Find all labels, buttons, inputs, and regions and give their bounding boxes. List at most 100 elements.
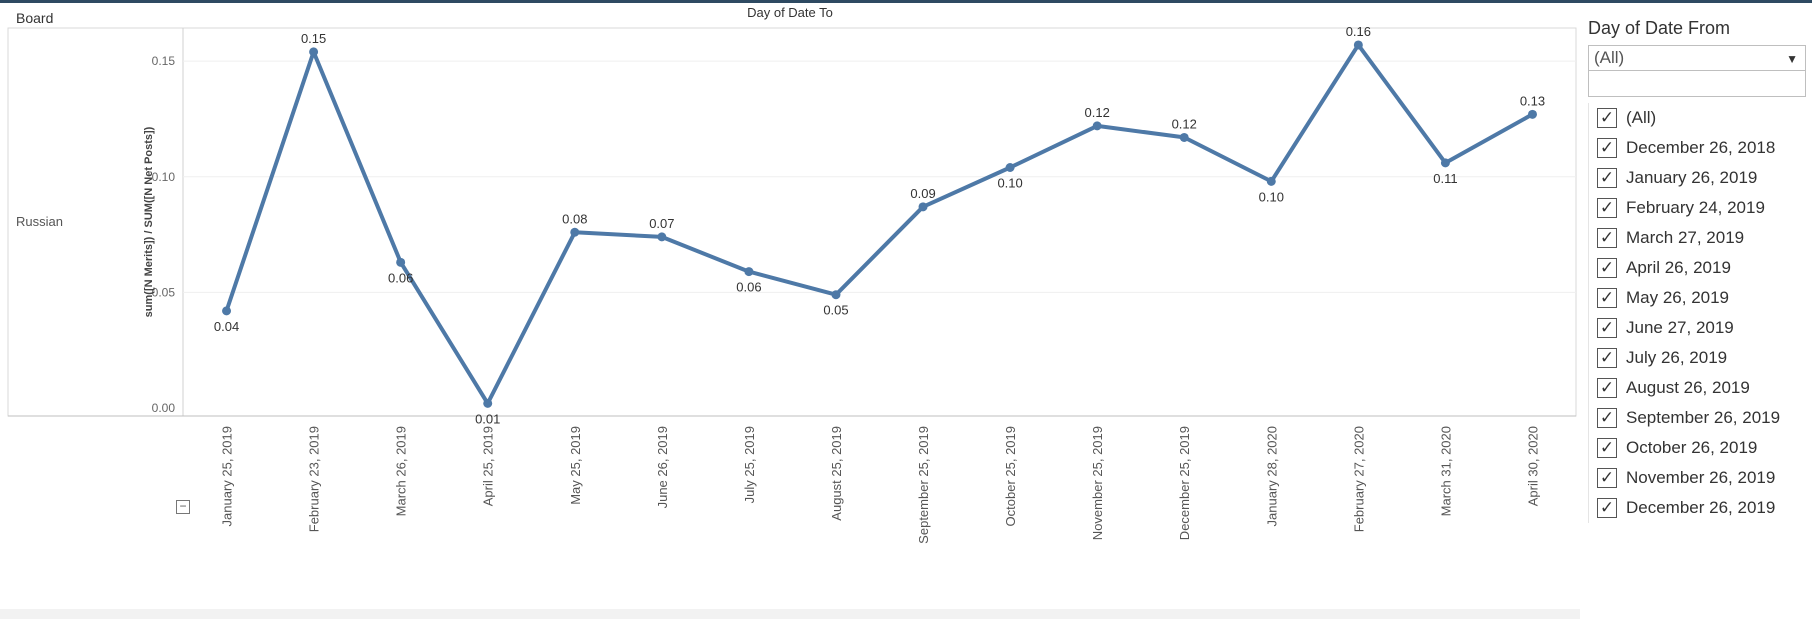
- row-label-russian[interactable]: Russian: [16, 214, 63, 229]
- data-label: 0.01: [475, 411, 500, 426]
- checkbox-checked-icon[interactable]: ✓: [1597, 108, 1617, 128]
- data-label: 0.15: [301, 31, 326, 46]
- filter-title: Day of Date From: [1588, 18, 1731, 38]
- filter-item[interactable]: ✓ July 26, 2019: [1589, 343, 1809, 373]
- x-tick-label: July 25, 2019: [742, 426, 757, 503]
- x-tick-label: January 25, 2019: [220, 426, 235, 526]
- series-line: [224, 42, 1535, 406]
- data-label: 0.10: [1259, 189, 1284, 204]
- filter-item[interactable]: ✓ February 24, 2019: [1589, 193, 1809, 223]
- filter-item-label: October 26, 2019: [1626, 438, 1758, 457]
- filter-item[interactable]: ✓ December 26, 2018: [1589, 133, 1809, 163]
- data-label: 0.05: [823, 303, 848, 318]
- filter-search-input[interactable]: [1588, 71, 1806, 97]
- data-point: [744, 267, 754, 277]
- filter-item[interactable]: ✓ October 26, 2019: [1589, 433, 1809, 463]
- data-point: [483, 398, 493, 408]
- data-point: [1527, 109, 1537, 119]
- data-point: [1440, 158, 1450, 168]
- checkbox-checked-icon[interactable]: ✓: [1597, 258, 1617, 278]
- filter-item[interactable]: ✓ November 26, 2019: [1589, 463, 1809, 493]
- checkbox-checked-icon[interactable]: ✓: [1597, 408, 1617, 428]
- data-label: 0.11: [1433, 171, 1457, 186]
- checkbox-checked-icon[interactable]: ✓: [1597, 348, 1617, 368]
- pane-border: [7, 27, 1577, 417]
- x-tick-label: April 25, 2019: [481, 426, 496, 506]
- dropdown-selected-value: (All): [1594, 48, 1625, 67]
- data-label: 0.13: [1520, 93, 1545, 108]
- filter-item-label: May 26, 2019: [1626, 288, 1730, 307]
- checkbox-checked-icon[interactable]: ✓: [1597, 138, 1617, 158]
- filter-item[interactable]: ✓ December 26, 2019: [1589, 493, 1809, 523]
- filter-item[interactable]: ✓ September 26, 2019: [1589, 403, 1809, 433]
- filter-item-label: April 26, 2019: [1626, 258, 1731, 277]
- data-point: [1092, 121, 1102, 131]
- x-tick-label: January 28, 2020: [1264, 426, 1279, 526]
- checkbox-checked-icon[interactable]: ✓: [1597, 498, 1617, 518]
- data-label: 0.06: [736, 280, 761, 295]
- filter-item[interactable]: ✓ August 26, 2019: [1589, 373, 1809, 403]
- horizontal-scrollbar[interactable]: [0, 609, 1580, 619]
- x-tick-label: April 30, 2020: [1526, 426, 1541, 506]
- filter-item[interactable]: ✓ March 27, 2019: [1589, 223, 1809, 253]
- data-point: [1179, 132, 1189, 142]
- data-point: [222, 306, 232, 316]
- filter-item-label: November 26, 2019: [1626, 468, 1776, 487]
- x-tick-label: February 27, 2020: [1351, 426, 1366, 532]
- filter-dropdown[interactable]: (All) ▼: [1588, 45, 1806, 71]
- x-tick-label: August 25, 2019: [829, 426, 844, 521]
- filter-item-label: September 26, 2019: [1626, 408, 1781, 427]
- checkbox-checked-icon[interactable]: ✓: [1597, 378, 1617, 398]
- data-point: [918, 202, 928, 212]
- x-tick-label: December 25, 2019: [1177, 426, 1192, 540]
- filter-item[interactable]: ✓ June 27, 2019: [1589, 313, 1809, 343]
- data-point: [396, 257, 406, 267]
- x-tick-label: March 26, 2019: [394, 426, 409, 516]
- data-point: [657, 232, 667, 242]
- filter-item[interactable]: ✓ January 26, 2019: [1589, 163, 1809, 193]
- data-point: [1005, 163, 1015, 172]
- data-point: [570, 227, 580, 237]
- filter-item[interactable]: ✓ May 26, 2019: [1589, 283, 1809, 313]
- data-point: [309, 47, 319, 57]
- checkbox-checked-icon[interactable]: ✓: [1597, 168, 1617, 188]
- checkbox-checked-icon[interactable]: ✓: [1597, 438, 1617, 458]
- checkbox-checked-icon[interactable]: ✓: [1597, 288, 1617, 308]
- caret-down-icon[interactable]: ▼: [1786, 52, 1798, 66]
- data-label: 0.04: [214, 319, 239, 334]
- checkbox-checked-icon[interactable]: ✓: [1597, 318, 1617, 338]
- visualization-area: Board Day of Date To Russian − 0.00 0.05 0…: [0, 5, 1580, 619]
- x-tick-label: March 31, 2020: [1438, 426, 1453, 516]
- y-axis-label: sum([N Merits]) / SUM([N Net Posts]): [143, 126, 155, 317]
- filter-item-label: June 27, 2019: [1626, 318, 1734, 337]
- x-tick-label: November 25, 2019: [1090, 426, 1105, 540]
- filter-item-label: February 24, 2019: [1626, 198, 1765, 217]
- y-tick-label: 0.15: [152, 54, 176, 68]
- column-header-day-of-date-to: Day of Date To: [747, 5, 833, 20]
- x-tick-label: May 25, 2019: [568, 426, 583, 505]
- line-chart: 0.00 0.05 0.10 0.15 sum([N Merits]) / SUM([N…: [7, 24, 1577, 544]
- filter-item-label: December 26, 2019: [1626, 498, 1776, 517]
- data-label: 0.08: [562, 211, 587, 226]
- filter-item[interactable]: ✓ (All): [1589, 103, 1809, 133]
- filter-item[interactable]: ✓ April 26, 2019: [1589, 253, 1809, 283]
- row-header-board: Board: [16, 10, 54, 26]
- checkbox-checked-icon[interactable]: ✓: [1597, 468, 1617, 488]
- filter-day-of-date-from: Day of Date From (All) ▼ ✓ (All) ✓ December…: [1588, 18, 1812, 523]
- x-tick-label: September 25, 2019: [916, 426, 931, 544]
- minus-square-icon[interactable]: −: [176, 500, 190, 514]
- checkbox-checked-icon[interactable]: ✓: [1597, 198, 1617, 218]
- data-point: [1266, 176, 1276, 186]
- filter-item-label: March 27, 2019: [1626, 228, 1745, 247]
- y-tick-label: 0.00: [152, 401, 176, 415]
- filter-item-label: December 26, 2018: [1626, 138, 1776, 157]
- data-point: [1353, 40, 1363, 50]
- y-tick-label: 0.05: [152, 285, 176, 299]
- checkbox-checked-icon[interactable]: ✓: [1597, 228, 1617, 248]
- filter-checkbox-list: ✓ (All) ✓ December 26, 2018 ✓ January 26, 201…: [1588, 103, 1809, 523]
- data-label: 0.10: [997, 176, 1022, 191]
- data-label: 0.12: [1172, 116, 1197, 131]
- top-border: [0, 0, 1812, 3]
- data-label: 0.07: [649, 216, 674, 231]
- filter-item-label: January 26, 2019: [1626, 168, 1758, 187]
